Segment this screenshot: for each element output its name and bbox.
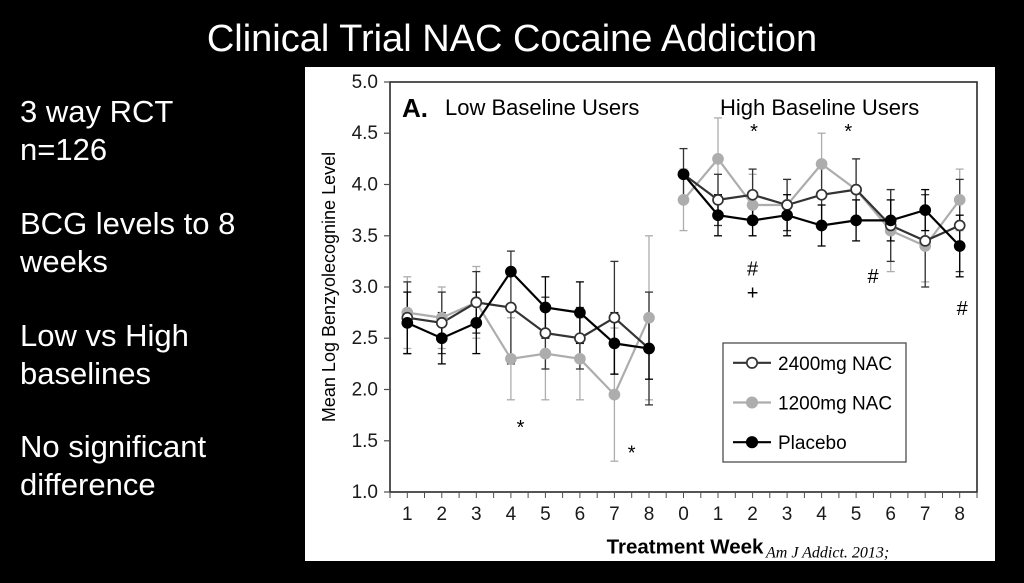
svg-text:8: 8 bbox=[954, 504, 965, 525]
svg-text:Am J Addict. 2013;: Am J Addict. 2013; bbox=[765, 544, 889, 561]
svg-text:3.0: 3.0 bbox=[352, 277, 378, 298]
svg-text:3: 3 bbox=[782, 504, 793, 525]
svg-text:1: 1 bbox=[402, 504, 413, 525]
svg-text:3: 3 bbox=[471, 504, 482, 525]
svg-text:Treatment Week: Treatment Week bbox=[607, 535, 764, 558]
svg-text:Low Baseline Users: Low Baseline Users bbox=[445, 95, 639, 120]
svg-text:Mean Log Benzyolecognine Level: Mean Log Benzyolecognine Level bbox=[319, 152, 339, 422]
svg-text:*: * bbox=[517, 417, 525, 439]
svg-text:0: 0 bbox=[678, 504, 689, 525]
svg-text:4.5: 4.5 bbox=[352, 123, 378, 144]
svg-text:2400mg NAC: 2400mg NAC bbox=[778, 354, 892, 375]
svg-text:1: 1 bbox=[713, 504, 724, 525]
svg-text:1.5: 1.5 bbox=[352, 431, 378, 452]
svg-text:1.0: 1.0 bbox=[352, 482, 378, 503]
svg-text:A.: A. bbox=[402, 93, 428, 123]
svg-text:*: * bbox=[844, 121, 852, 143]
svg-text:*: * bbox=[750, 121, 758, 143]
svg-text:Placebo: Placebo bbox=[778, 433, 847, 454]
svg-text:5: 5 bbox=[540, 504, 551, 525]
svg-text:1200mg NAC: 1200mg NAC bbox=[778, 394, 892, 415]
svg-text:High Baseline Users: High Baseline Users bbox=[720, 95, 919, 120]
svg-text:2.5: 2.5 bbox=[352, 328, 378, 349]
svg-text:5.0: 5.0 bbox=[352, 72, 378, 93]
svg-text:2: 2 bbox=[747, 504, 758, 525]
svg-text:3.5: 3.5 bbox=[352, 226, 378, 247]
svg-text:2: 2 bbox=[437, 504, 448, 525]
svg-text:4.0: 4.0 bbox=[352, 175, 378, 196]
svg-text:6: 6 bbox=[575, 504, 586, 525]
svg-text:6: 6 bbox=[885, 504, 896, 525]
svg-text:#: # bbox=[747, 258, 759, 280]
svg-text:5: 5 bbox=[851, 504, 862, 525]
svg-text:+: + bbox=[747, 282, 759, 304]
svg-text:8: 8 bbox=[644, 504, 655, 525]
svg-text:*: * bbox=[628, 442, 636, 464]
svg-text:4: 4 bbox=[506, 504, 517, 525]
svg-text:7: 7 bbox=[920, 504, 931, 525]
svg-text:#: # bbox=[957, 298, 969, 320]
svg-text:2.0: 2.0 bbox=[352, 380, 378, 401]
svg-text:#: # bbox=[867, 266, 879, 288]
svg-text:4: 4 bbox=[816, 504, 827, 525]
svg-text:7: 7 bbox=[609, 504, 620, 525]
